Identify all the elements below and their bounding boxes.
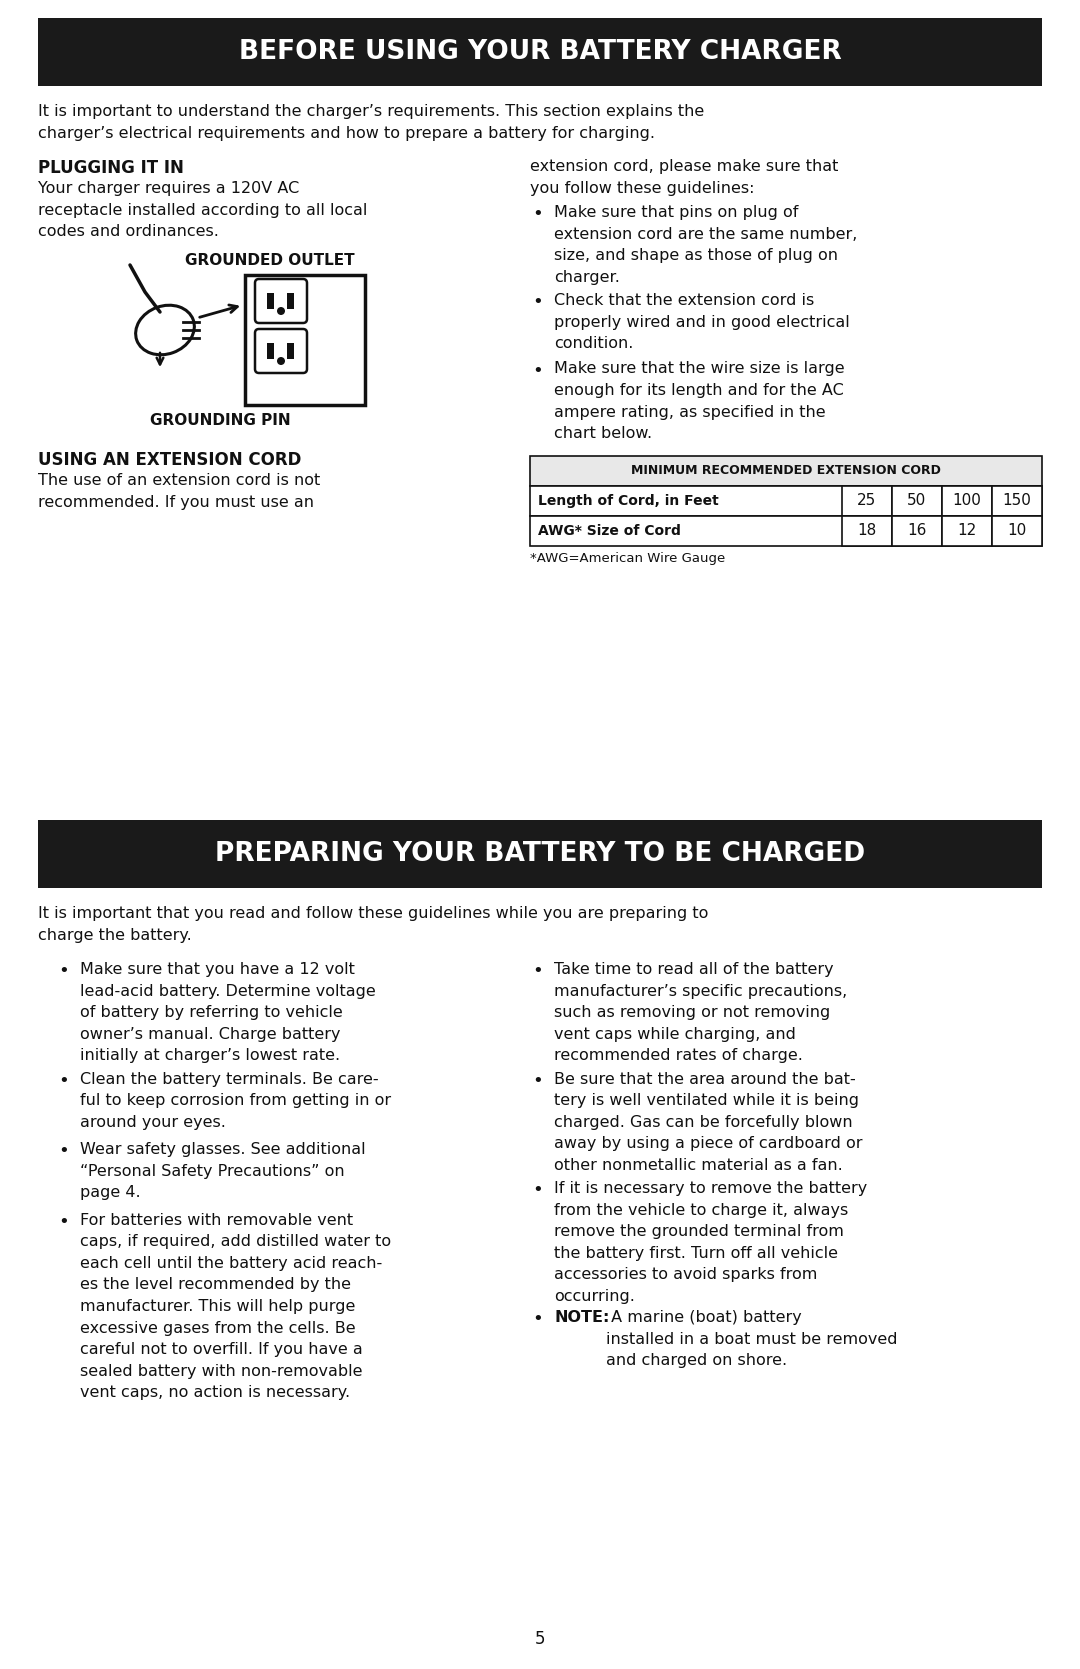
Bar: [993, 486, 1042, 516]
Text: If it is necessary to remove the battery
from the vehicle to charge it, always
r: If it is necessary to remove the battery…: [554, 1182, 867, 1303]
Bar: [287, 294, 294, 309]
Text: 25: 25: [858, 492, 877, 507]
Bar: [530, 486, 1042, 516]
Text: BEFORE USING YOUR BATTERY CHARGER: BEFORE USING YOUR BATTERY CHARGER: [239, 38, 841, 65]
Bar: [38, 18, 1042, 87]
Text: It is important to understand the charger’s requirements. This section explains : It is important to understand the charge…: [38, 103, 704, 140]
Circle shape: [276, 357, 285, 366]
Text: 18: 18: [858, 522, 877, 537]
Text: 12: 12: [957, 522, 976, 537]
Text: •: •: [58, 1212, 69, 1230]
Text: •: •: [532, 362, 543, 379]
Bar: [942, 486, 993, 516]
Text: Wear safety glasses. See additional
“Personal Safety Precautions” on
page 4.: Wear safety glasses. See additional “Per…: [80, 1142, 366, 1200]
Text: Take time to read all of the battery
manufacturer’s specific precautions,
such a: Take time to read all of the battery man…: [554, 961, 847, 1063]
Text: 50: 50: [907, 492, 927, 507]
Text: Make sure that the wire size is large
enough for its length and for the AC
amper: Make sure that the wire size is large en…: [554, 362, 845, 441]
Text: •: •: [58, 961, 69, 980]
Text: PREPARING YOUR BATTERY TO BE CHARGED: PREPARING YOUR BATTERY TO BE CHARGED: [215, 841, 865, 866]
Bar: [842, 486, 892, 516]
Text: 16: 16: [907, 522, 927, 537]
FancyBboxPatch shape: [255, 329, 307, 372]
Bar: [530, 456, 1042, 486]
Text: •: •: [532, 1310, 543, 1329]
Text: Make sure that pins on plug of
extension cord are the same number,
size, and sha: Make sure that pins on plug of extension…: [554, 205, 858, 285]
Text: 150: 150: [1002, 492, 1031, 507]
Circle shape: [276, 307, 285, 315]
Bar: [38, 819, 1042, 888]
Ellipse shape: [136, 305, 194, 355]
FancyBboxPatch shape: [255, 279, 307, 324]
Text: For batteries with removable vent
caps, if required, add distilled water to
each: For batteries with removable vent caps, …: [80, 1212, 391, 1400]
Bar: [287, 344, 294, 359]
Text: •: •: [532, 294, 543, 310]
Text: Your charger requires a 120V AC
receptacle installed according to all local
code: Your charger requires a 120V AC receptac…: [38, 180, 367, 239]
Bar: [842, 516, 892, 546]
Text: extension cord, please make sure that
you follow these guidelines:: extension cord, please make sure that yo…: [530, 159, 838, 195]
Text: Length of Cord, in Feet: Length of Cord, in Feet: [538, 494, 719, 507]
Text: USING AN EXTENSION CORD: USING AN EXTENSION CORD: [38, 451, 301, 469]
Text: NOTE:: NOTE:: [554, 1310, 609, 1325]
Bar: [892, 516, 942, 546]
Text: The use of an extension cord is not
recommended. If you must use an: The use of an extension cord is not reco…: [38, 472, 321, 509]
Text: GROUNDING PIN: GROUNDING PIN: [150, 412, 291, 427]
Text: 5: 5: [535, 1631, 545, 1647]
Text: •: •: [532, 205, 543, 224]
Text: A marine (boat) battery
installed in a boat must be removed
and charged on shore: A marine (boat) battery installed in a b…: [606, 1310, 897, 1369]
Bar: [530, 516, 1042, 546]
Text: 100: 100: [953, 492, 982, 507]
Bar: [942, 516, 993, 546]
Text: •: •: [58, 1142, 69, 1160]
Text: AWG* Size of Cord: AWG* Size of Cord: [538, 524, 680, 537]
Text: •: •: [532, 1182, 543, 1198]
Text: It is important that you read and follow these guidelines while you are preparin: It is important that you read and follow…: [38, 906, 708, 943]
Bar: [993, 516, 1042, 546]
Text: Clean the battery terminals. Be care-
ful to keep corrosion from getting in or
a: Clean the battery terminals. Be care- fu…: [80, 1071, 391, 1130]
Bar: [267, 294, 274, 309]
Text: 10: 10: [1008, 522, 1027, 537]
Text: Check that the extension cord is
properly wired and in good electrical
condition: Check that the extension cord is properl…: [554, 294, 850, 350]
Bar: [892, 486, 942, 516]
Text: GROUNDED OUTLET: GROUNDED OUTLET: [185, 254, 355, 269]
Text: •: •: [58, 1071, 69, 1090]
Bar: [267, 344, 274, 359]
Text: *AWG=American Wire Gauge: *AWG=American Wire Gauge: [530, 551, 726, 564]
Text: MINIMUM RECOMMENDED EXTENSION CORD: MINIMUM RECOMMENDED EXTENSION CORD: [631, 464, 941, 477]
Text: PLUGGING IT IN: PLUGGING IT IN: [38, 159, 184, 177]
Text: •: •: [532, 961, 543, 980]
Bar: [245, 275, 365, 406]
Text: •: •: [532, 1071, 543, 1090]
Text: Make sure that you have a 12 volt
lead-acid battery. Determine voltage
of batter: Make sure that you have a 12 volt lead-a…: [80, 961, 376, 1063]
Text: Be sure that the area around the bat-
tery is well ventilated while it is being
: Be sure that the area around the bat- te…: [554, 1071, 863, 1173]
